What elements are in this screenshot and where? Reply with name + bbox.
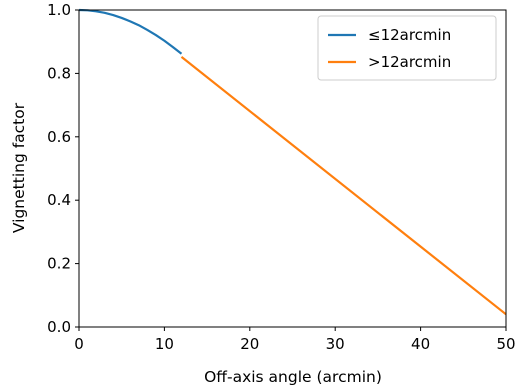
x-tick-label: 40 bbox=[411, 335, 430, 353]
plot-area bbox=[78, 8, 507, 316]
plot-frame bbox=[78, 9, 507, 328]
x-tick-label: 50 bbox=[496, 335, 515, 353]
axes: 0 10 20 30 40 50 0.0 0.2 0.4 0.6 0.8 1.0 bbox=[47, 1, 515, 353]
legend-label-series-2: >12arcmin bbox=[368, 53, 451, 71]
x-tick-label: 30 bbox=[326, 335, 345, 353]
x-tick-label: 10 bbox=[155, 335, 174, 353]
y-tick-label: 0.8 bbox=[47, 64, 71, 82]
y-tick-label: 0.2 bbox=[47, 255, 71, 273]
legend-label-series-1: ≤12arcmin bbox=[368, 26, 451, 44]
legend: ≤12arcmin >12arcmin bbox=[317, 15, 497, 81]
series-line-2 bbox=[180, 56, 507, 316]
legend-box bbox=[317, 15, 497, 81]
x-tick-label: 0 bbox=[74, 335, 84, 353]
y-axis-label: Vignetting factor bbox=[10, 102, 28, 233]
x-tick-label: 20 bbox=[240, 335, 259, 353]
y-tick-label: 0.0 bbox=[47, 318, 71, 336]
y-tick-label: 0.4 bbox=[47, 191, 71, 209]
x-axis-label: Off-axis angle (arcmin) bbox=[204, 368, 382, 386]
y-tick-label: 1.0 bbox=[47, 1, 71, 19]
series-line-1 bbox=[78, 8, 183, 55]
y-tick-label: 0.6 bbox=[47, 128, 71, 146]
